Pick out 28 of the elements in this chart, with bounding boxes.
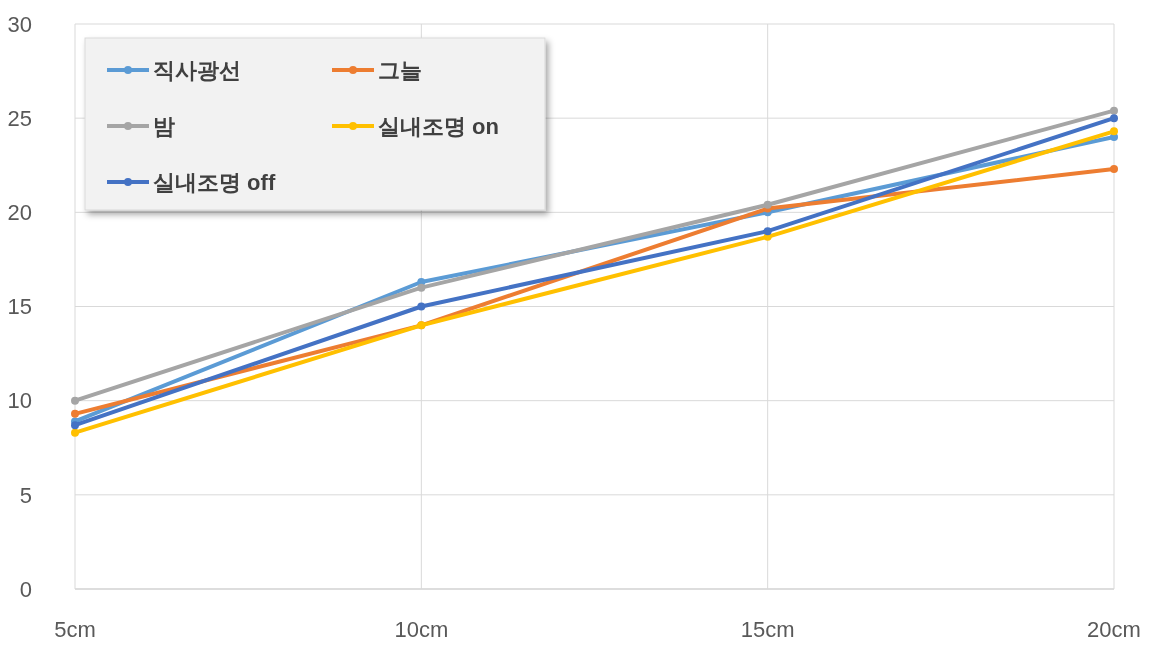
x-tick-label: 10cm xyxy=(394,617,449,642)
y-tick-label: 25 xyxy=(7,105,32,131)
point xyxy=(417,302,426,311)
point xyxy=(71,396,79,405)
legend-label: 실내조명 off xyxy=(153,169,276,195)
legend-label: 밤 xyxy=(153,113,175,139)
y-tick-label: 10 xyxy=(7,388,32,414)
y-tick-label: 0 xyxy=(19,576,32,602)
point xyxy=(1110,106,1118,115)
point xyxy=(71,421,79,430)
point xyxy=(1110,165,1118,174)
point xyxy=(71,428,79,437)
x-tick-label: 20cm xyxy=(1087,617,1141,642)
legend-label: 그늘 xyxy=(378,57,422,83)
point xyxy=(763,227,772,236)
legend-label: 실내조명 on xyxy=(378,113,499,139)
x-tick-label: 5cm xyxy=(54,617,96,642)
point xyxy=(71,409,79,418)
point xyxy=(763,200,772,209)
legend-label: 직사광선 xyxy=(153,57,241,83)
y-tick-label: 20 xyxy=(7,200,32,226)
point xyxy=(417,283,426,292)
y-tick-label: 5 xyxy=(19,482,32,508)
y-tick-label: 30 xyxy=(7,11,32,37)
y-tick-label: 15 xyxy=(7,294,32,320)
point xyxy=(1110,127,1118,136)
x-tick-label: 15cm xyxy=(740,617,795,642)
point xyxy=(1110,114,1118,123)
